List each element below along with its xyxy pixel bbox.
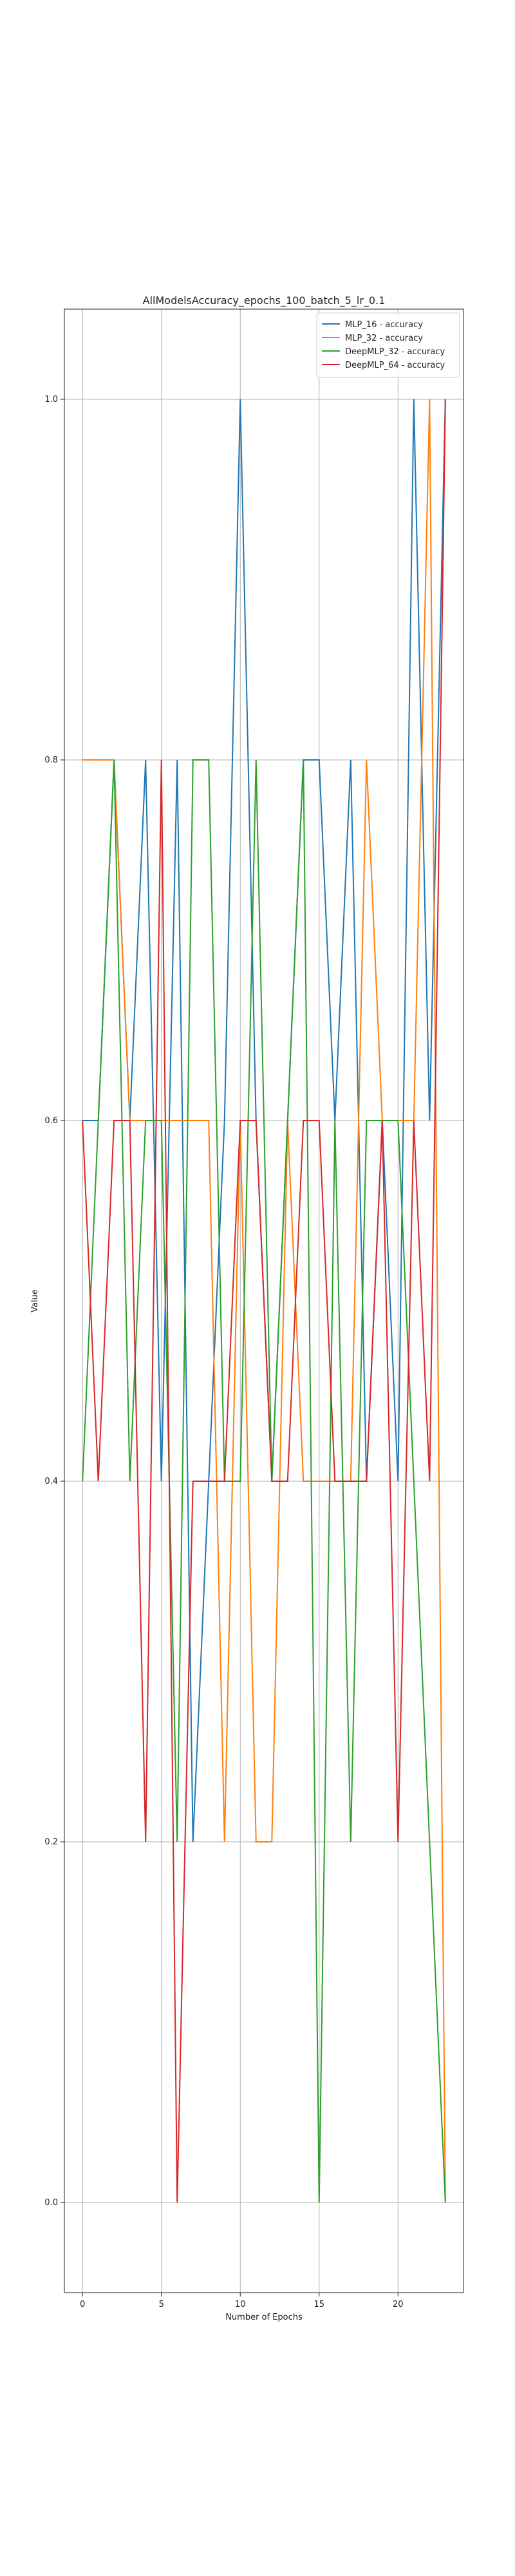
y-axis-label: Value [30,1289,40,1312]
x-tick-label: 5 [159,2300,164,2309]
x-tick-label: 10 [235,2300,246,2309]
series-lines [82,399,446,2203]
y-tick-label: 0.2 [44,1837,58,1847]
y-tick-label: 0.8 [44,755,58,765]
x-tick-label: 0 [80,2300,85,2309]
y-tick-label: 0.6 [44,1116,58,1126]
y-tick-label: 1.0 [44,395,58,404]
legend-box [316,312,460,378]
legend: MLP_16 - accuracy MLP_32 - accuracy DeepML… [316,312,460,378]
plot-frame [64,308,464,2293]
y-tick-label: 0.4 [44,1477,58,1486]
x-axis-ticks: 0 5 10 15 20 [80,2293,404,2309]
legend-entry: DeepMLP_32 - accuracy [345,347,445,357]
x-tick-label: 20 [393,2300,404,2309]
legend-entry: MLP_16 - accuracy [345,320,423,330]
series-line-2 [82,759,446,2203]
y-tick-label: 0.0 [44,2198,58,2208]
x-tick-label: 15 [314,2300,324,2309]
x-axis-label: Number of Epochs [225,2313,303,2322]
y-axis-ticks: 0.0 0.2 0.4 0.6 0.8 1.0 [44,395,64,2208]
legend-entry: DeepMLP_64 - accuracy [345,361,445,370]
legend-entry: MLP_32 - accuracy [345,334,423,343]
series-line-3 [82,399,446,2203]
chart-title: AllModelsAccuracy_epochs_100_batch_5_lr_… [143,294,386,307]
grid-lines [64,309,464,2293]
